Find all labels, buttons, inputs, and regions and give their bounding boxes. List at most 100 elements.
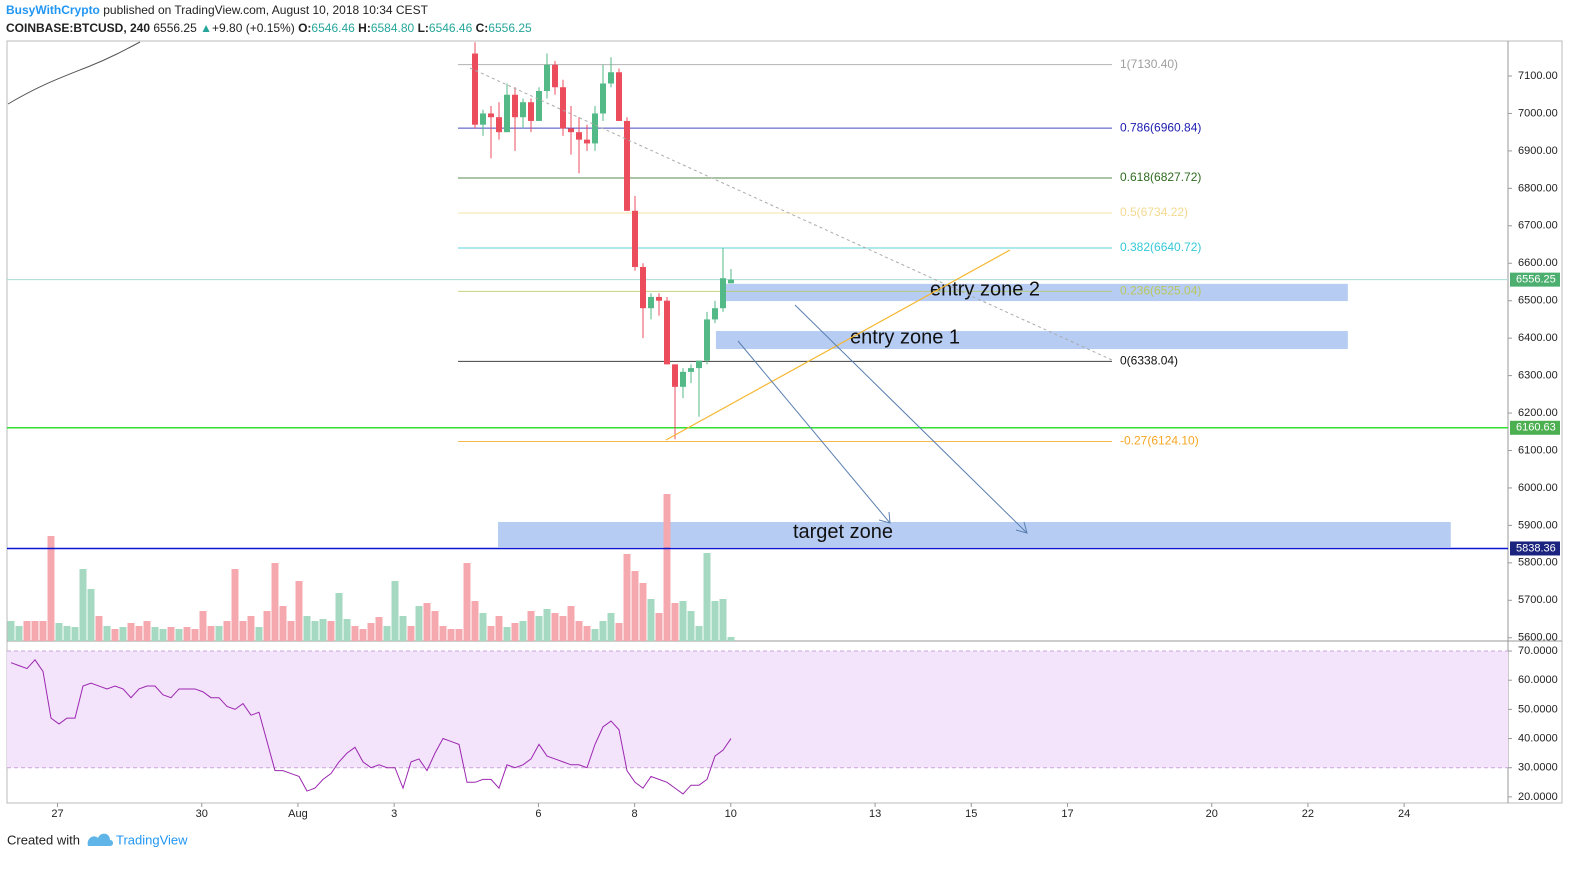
volume-bar (15, 626, 23, 641)
header-line-1: BusyWithCrypto published on TradingView.… (6, 3, 429, 17)
moving-average (7, 41, 141, 105)
zone (498, 522, 1451, 548)
volume-bar (407, 626, 415, 641)
y-tick-label: 6000.00 (1518, 482, 1558, 494)
candle-body (488, 113, 494, 118)
volume-bar (671, 603, 679, 641)
candle-body (664, 300, 670, 365)
candle-body (496, 117, 502, 133)
volume-bar (607, 613, 615, 641)
candle-body (608, 72, 614, 84)
price-badge-label: 5838.36 (1516, 542, 1556, 554)
volume-bar (695, 626, 703, 641)
volume-bar (223, 621, 231, 641)
fib-label: 0.618(6827.72) (1120, 170, 1201, 184)
volume-bar (463, 563, 471, 641)
volume-bar (399, 616, 407, 641)
candle-body (552, 64, 558, 88)
volume-bar (583, 626, 591, 641)
l: 6546.46 (429, 21, 473, 35)
volume-bar (127, 623, 135, 641)
y-tick-label: 7100.00 (1518, 70, 1558, 82)
volume-bar (599, 621, 607, 641)
volume-bar (167, 627, 175, 641)
fib-label: 0.5(6734.22) (1120, 205, 1188, 219)
volume-bar (327, 621, 335, 641)
y-tick-label: 6200.00 (1518, 407, 1558, 419)
price-badge-label: 6556.25 (1516, 274, 1556, 286)
volume-bar (87, 589, 95, 641)
x-tick-label: 8 (632, 808, 638, 820)
candle-body (472, 53, 478, 125)
volume-bar (711, 601, 719, 641)
volume-bar (279, 606, 287, 641)
volume-bar (559, 616, 567, 641)
candle-body (720, 278, 726, 309)
y-tick-label: 5900.00 (1518, 519, 1558, 531)
volume-bar (199, 611, 207, 641)
volume-bar (415, 606, 423, 641)
zone-label: entry zone 2 (930, 279, 1040, 301)
candle-body (544, 64, 550, 91)
volume-bar (343, 619, 351, 641)
arrow-line (794, 304, 1028, 534)
candle-body (480, 113, 486, 125)
plot-layer: 5600.005700.005800.005900.006000.006100.… (7, 42, 1560, 820)
rsi-band (7, 651, 1508, 768)
volume-bar (287, 621, 295, 641)
y-tick-label: 6800.00 (1518, 182, 1558, 194)
volume-bar (687, 611, 695, 641)
h: 6584.80 (371, 21, 415, 35)
author[interactable]: BusyWithCrypto (6, 3, 100, 17)
volume-bar (311, 621, 319, 641)
arrow-head (1015, 521, 1028, 534)
candle-body (696, 360, 702, 369)
y-tick-label: 5800.00 (1518, 557, 1558, 569)
volume-bar (431, 611, 439, 641)
volume-bar (391, 581, 399, 641)
volume-bar (591, 629, 599, 641)
candle-body (688, 368, 694, 372)
tradingview-brand[interactable]: TradingView (116, 832, 188, 847)
x-tick-label: 10 (725, 808, 737, 820)
candle-body (728, 279, 734, 284)
tradingview-logo[interactable] (87, 833, 113, 846)
candle-body (656, 296, 662, 301)
x-tick-label: 13 (869, 808, 881, 820)
rsi-tick-label: 30.0000 (1518, 762, 1558, 774)
volume-bar (7, 621, 15, 641)
arrow-head (878, 511, 891, 524)
o-label: O: (298, 21, 311, 35)
volume-bar (79, 569, 87, 641)
volume-bar (495, 616, 503, 641)
x-tick-label: 6 (535, 808, 541, 820)
volume-bar (255, 627, 263, 641)
fib-label: -0.27(6124.10) (1120, 434, 1199, 448)
candle-body (600, 83, 606, 114)
volume-bar (71, 627, 79, 641)
volume-bar (335, 593, 343, 641)
x-tick-label: 3 (391, 808, 397, 820)
volume-bar (439, 626, 447, 641)
volume-bar (359, 629, 367, 641)
volume-bar (503, 627, 511, 641)
volume-bar (63, 626, 71, 641)
volume-bar (271, 563, 279, 641)
volume-bar (159, 629, 167, 641)
fib-label: 0(6338.04) (1120, 354, 1178, 368)
y-tick-label: 6600.00 (1518, 257, 1558, 269)
last: 6556.25 (153, 21, 197, 35)
volume-bar (647, 599, 655, 641)
volume-bar (103, 626, 111, 641)
volume-bar (39, 621, 47, 641)
volume-bar (519, 621, 527, 641)
y-tick-label: 5700.00 (1518, 594, 1558, 606)
volume-bar (23, 621, 31, 641)
x-tick-label: 27 (51, 808, 63, 820)
volume-bar (639, 583, 647, 641)
footer: Created with TradingView (7, 832, 188, 847)
volume-bar (511, 623, 519, 641)
price-badge (1510, 420, 1560, 435)
candle-body (504, 94, 510, 133)
arrows (737, 304, 1028, 534)
